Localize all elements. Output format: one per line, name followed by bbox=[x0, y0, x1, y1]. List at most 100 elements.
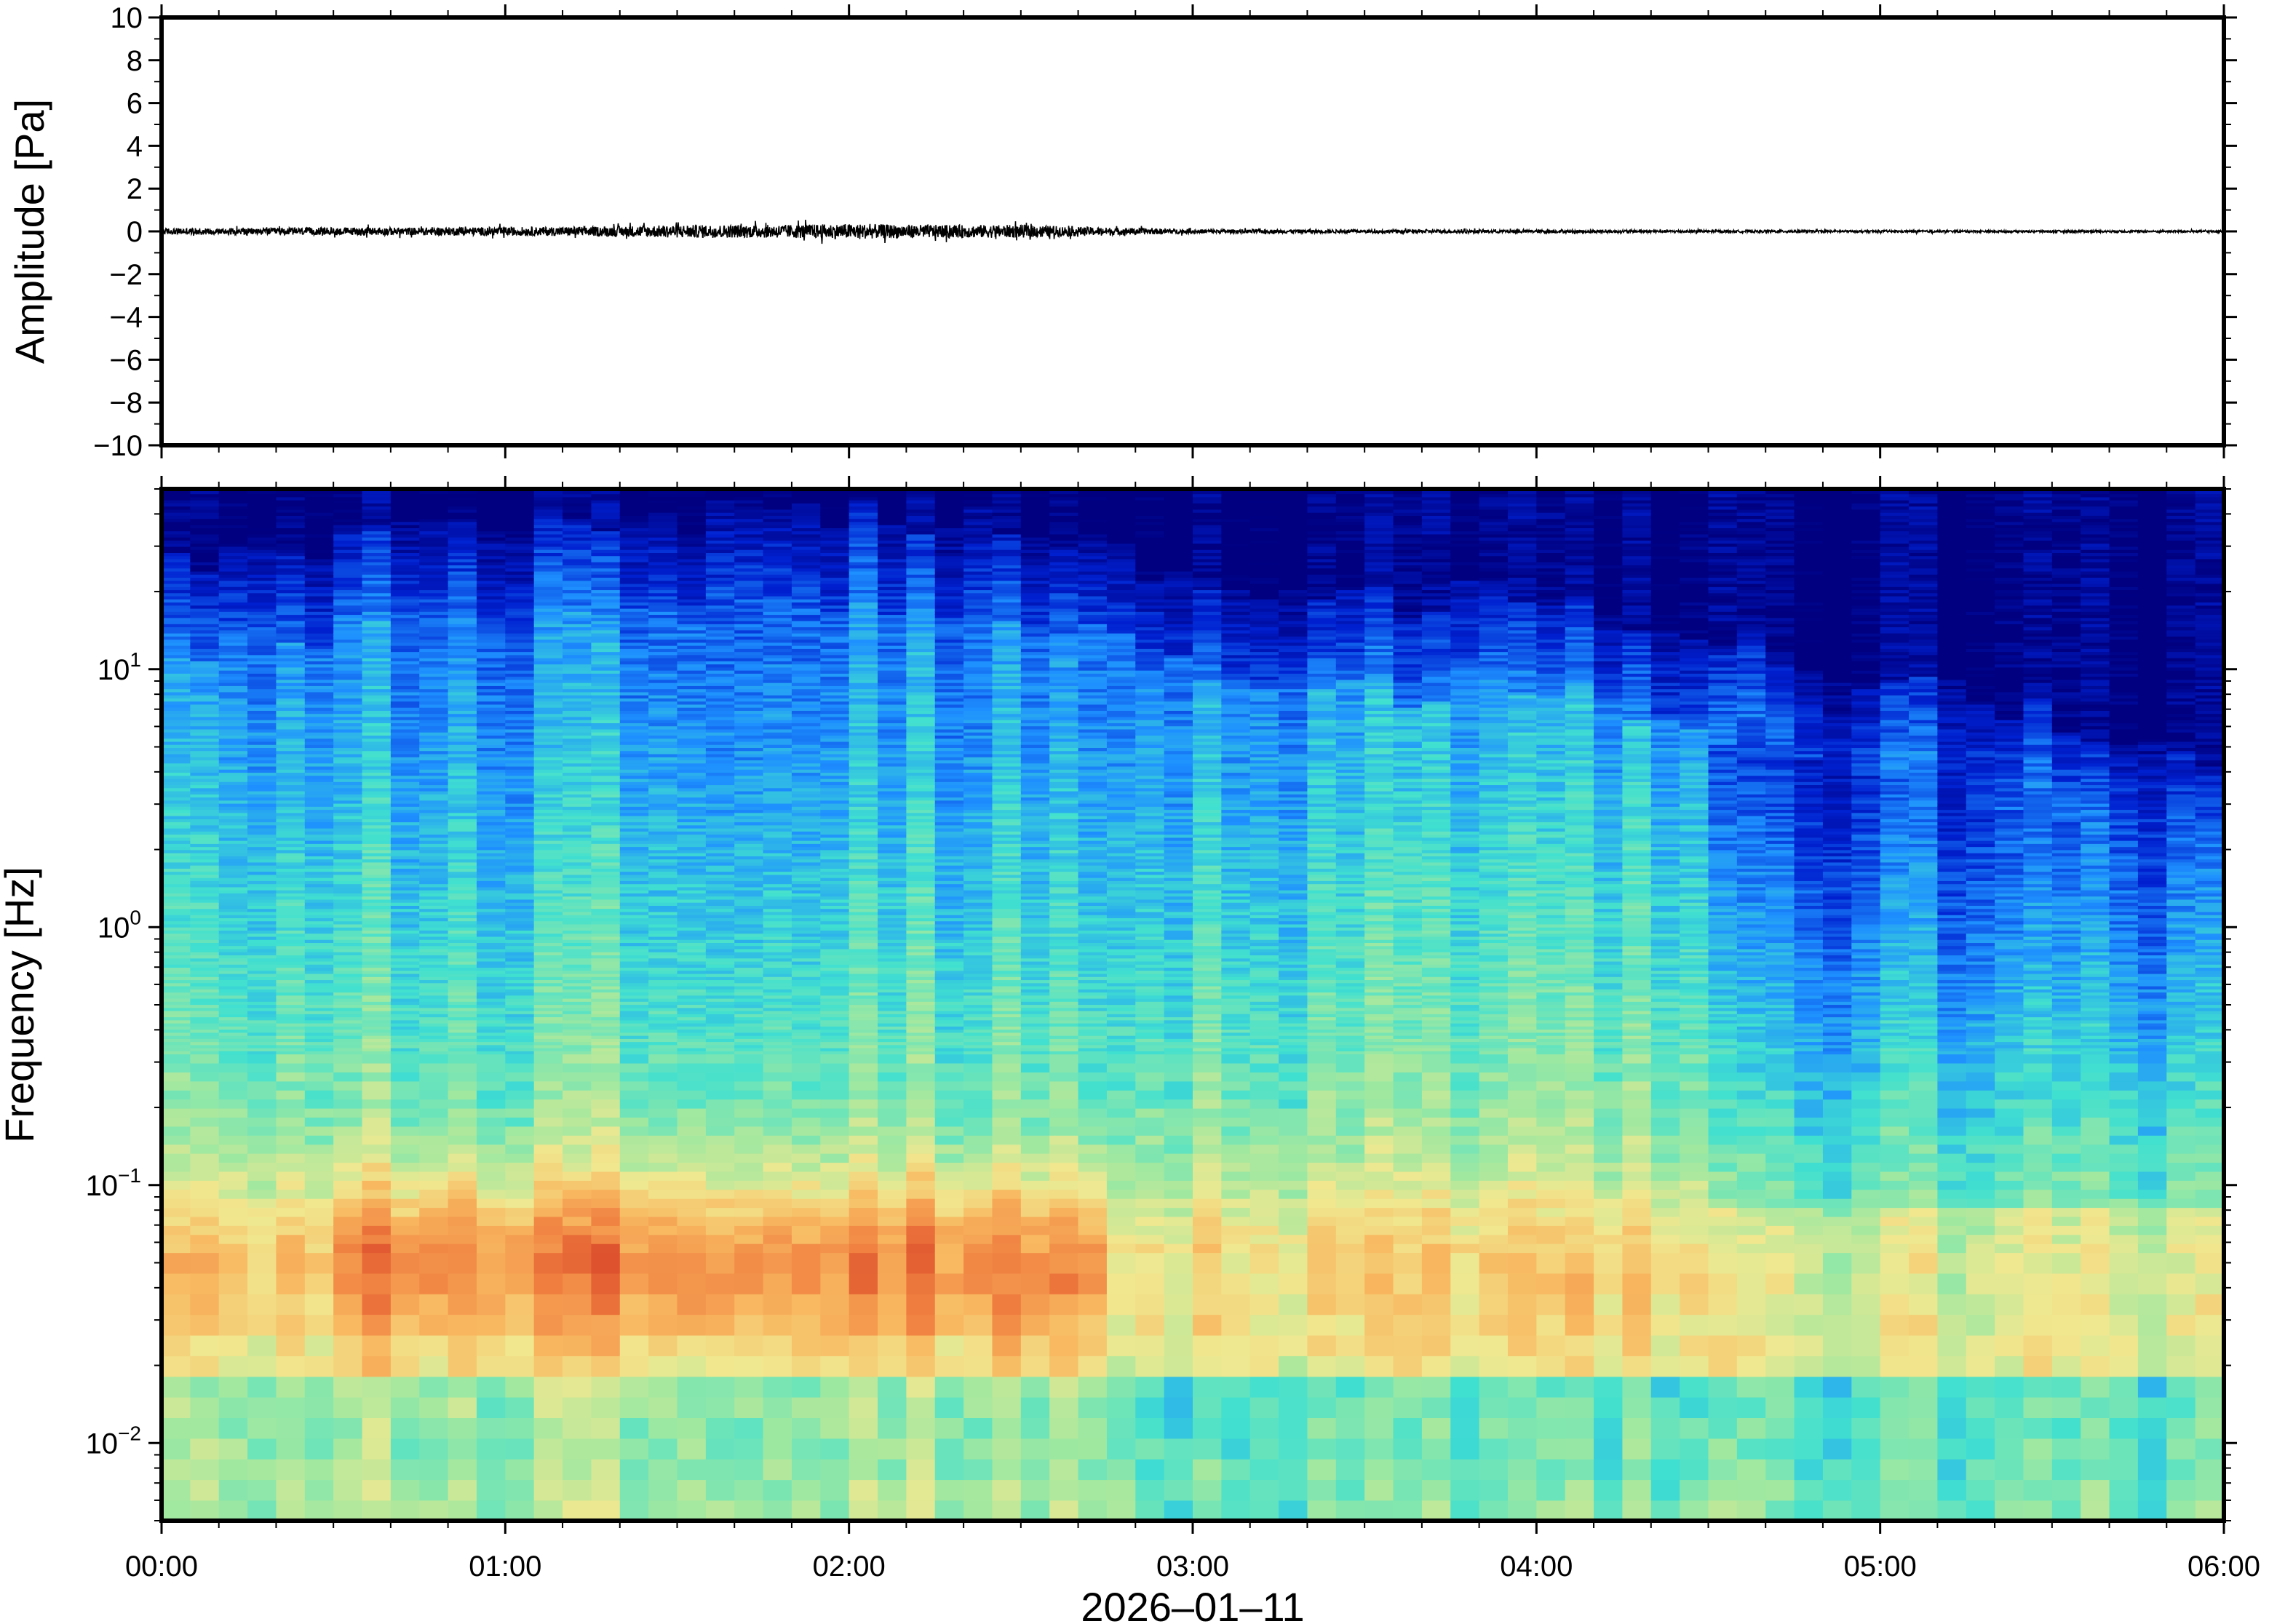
spectrogram-cell bbox=[304, 651, 334, 656]
spectrogram-cell bbox=[162, 614, 191, 618]
spectrogram-cell bbox=[190, 648, 220, 653]
spectrogram-cell bbox=[304, 806, 334, 811]
spectrogram-cell bbox=[448, 1273, 477, 1294]
spectrogram-cell bbox=[247, 821, 277, 826]
spectrogram-cell bbox=[190, 1044, 220, 1048]
spectrogram-cell bbox=[247, 800, 277, 804]
spectrogram-cell bbox=[505, 614, 535, 618]
spectrogram-cell bbox=[419, 632, 449, 637]
spectrogram-cell bbox=[247, 493, 277, 498]
spectrogram-cell bbox=[247, 648, 277, 653]
spectrogram-cell bbox=[304, 725, 334, 730]
spectrogram-cell bbox=[304, 976, 334, 981]
spectrogram-cell bbox=[362, 985, 392, 990]
spectrogram-cell bbox=[448, 685, 477, 690]
spectrogram-cell bbox=[333, 899, 363, 903]
spectrogram-cell bbox=[448, 614, 477, 618]
spectrogram-cell bbox=[591, 958, 621, 962]
spectrogram-cell bbox=[505, 768, 535, 773]
spectrogram-cell bbox=[190, 573, 220, 578]
spectrogram-cell bbox=[419, 778, 449, 782]
spectrogram-cell bbox=[190, 871, 220, 875]
spectrogram-cell bbox=[218, 698, 248, 702]
spectrogram-cell bbox=[190, 1314, 220, 1336]
spectrogram-cell bbox=[190, 691, 220, 696]
spectrogram-cell bbox=[448, 1080, 477, 1091]
spectrogram-cell bbox=[304, 874, 334, 878]
spectrogram-cell bbox=[476, 936, 506, 940]
spectrogram-cell bbox=[533, 536, 563, 541]
spectrogram-cell bbox=[162, 1500, 191, 1521]
spectrogram-cell bbox=[419, 979, 449, 984]
spectrogram-cell bbox=[591, 880, 621, 885]
spectrogram-cell bbox=[563, 642, 592, 646]
spectrogram-cell bbox=[448, 765, 477, 770]
spectrogram-cell bbox=[476, 787, 506, 792]
spectrogram-cell bbox=[448, 995, 477, 999]
spectrogram-cell bbox=[333, 632, 363, 637]
spectrogram-cell bbox=[218, 710, 248, 715]
spectrogram-cell bbox=[533, 797, 563, 801]
spectrogram-cell bbox=[218, 704, 248, 708]
spectrogram-cell bbox=[533, 1044, 563, 1048]
spectrogram-cell bbox=[591, 1117, 621, 1127]
spectrogram-cell bbox=[162, 765, 191, 770]
spectrogram-cell bbox=[533, 889, 563, 893]
spectrogram-cell bbox=[648, 1117, 678, 1127]
spectrogram-cell bbox=[218, 728, 248, 733]
spectrogram-cell bbox=[533, 688, 563, 693]
spectrogram-cell bbox=[362, 688, 392, 693]
amplitude-y-label: Amplitude [Pa] bbox=[7, 99, 52, 364]
spectrogram-cell bbox=[304, 611, 334, 616]
spectrogram-cell bbox=[563, 602, 592, 606]
spectrogram-cell bbox=[162, 942, 191, 947]
spectrogram-cell bbox=[333, 706, 363, 711]
spectrogram-cell bbox=[476, 797, 506, 801]
spectrogram-cell bbox=[390, 1026, 421, 1030]
spectrogram-cell bbox=[505, 1144, 535, 1154]
spectrogram-cell bbox=[162, 605, 191, 609]
spectrogram-cell bbox=[190, 914, 220, 918]
spectrogram-cell bbox=[304, 918, 334, 922]
spectrogram-cell bbox=[563, 524, 592, 528]
spectrogram-cell bbox=[448, 602, 477, 606]
spectrogram-cell bbox=[247, 673, 277, 677]
spectrogram-cell bbox=[333, 651, 363, 656]
spectrogram-cell bbox=[591, 970, 621, 974]
spectrogram-cell bbox=[390, 920, 421, 925]
spectrogram-cell bbox=[476, 698, 506, 702]
spectrogram-cell bbox=[591, 905, 621, 909]
spectrogram-cell bbox=[705, 1062, 736, 1072]
spectrogram-cell bbox=[247, 614, 277, 618]
spectrogram-cell bbox=[448, 967, 477, 971]
spectrogram-cell bbox=[333, 806, 363, 811]
spectrogram-cell bbox=[162, 1007, 191, 1011]
spectrogram-cell bbox=[533, 933, 563, 937]
spectrogram-cell bbox=[333, 763, 363, 767]
spectrogram-cell bbox=[362, 577, 392, 581]
spectrogram-cell bbox=[218, 1417, 248, 1439]
spectrogram-cell bbox=[190, 1117, 220, 1127]
spectrogram-cell bbox=[162, 926, 191, 931]
spectrogram-cell bbox=[304, 1099, 334, 1109]
spectrogram-cell bbox=[563, 985, 592, 990]
spectrogram-cell bbox=[533, 555, 563, 560]
spectrogram-cell bbox=[276, 750, 306, 755]
spectrogram-cell bbox=[276, 1207, 306, 1217]
spectrogram-cell bbox=[162, 1004, 191, 1008]
spectrogram-cell bbox=[390, 741, 421, 745]
spectrogram-cell bbox=[734, 1198, 764, 1209]
spectrogram-cell bbox=[476, 586, 506, 591]
spectrogram-cell bbox=[247, 1479, 277, 1501]
spectrogram-cell bbox=[563, 518, 592, 522]
spectrogram-cell bbox=[505, 679, 535, 683]
spectrogram-cell bbox=[563, 989, 592, 993]
spectrogram-cell bbox=[276, 1089, 306, 1100]
spectrogram-cell bbox=[362, 960, 392, 965]
spectrogram-cell bbox=[276, 583, 306, 587]
spectrogram-cell bbox=[448, 669, 477, 674]
spectrogram-cell bbox=[276, 772, 306, 776]
spectrogram-cell bbox=[247, 967, 277, 971]
spectrogram-cell bbox=[619, 1135, 649, 1145]
spectrogram-cell bbox=[563, 778, 592, 782]
